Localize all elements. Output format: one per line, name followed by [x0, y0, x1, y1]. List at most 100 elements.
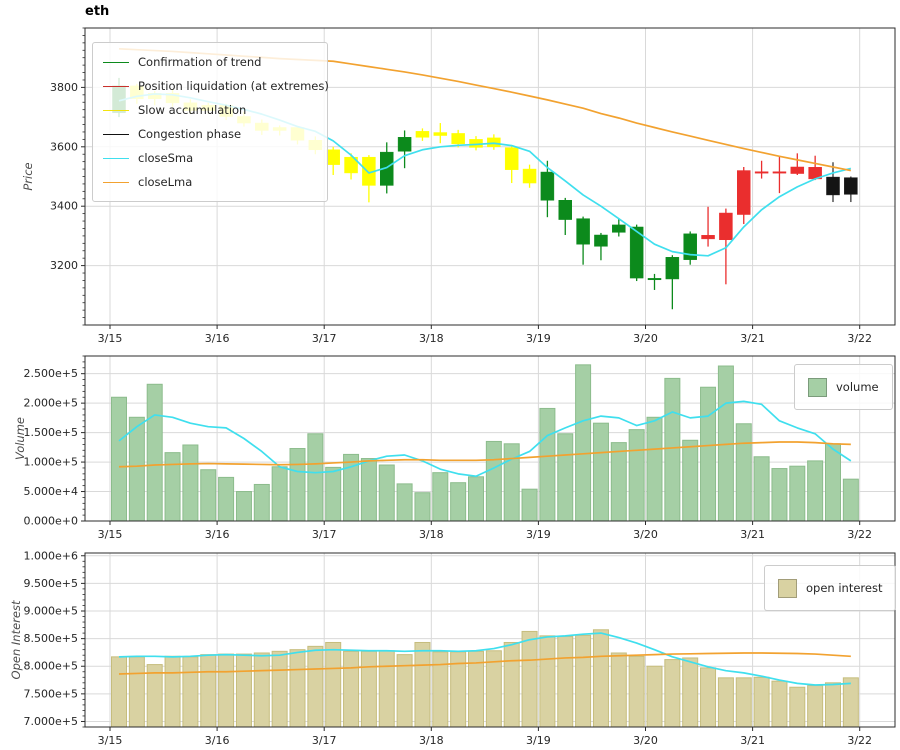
volume-bar [432, 472, 449, 522]
legend-label: closeSma [138, 151, 194, 165]
candle-body-accumulation [326, 149, 340, 165]
legend-label: open interest [806, 581, 883, 595]
candle-body-liquidation [772, 171, 787, 174]
volume-bar [503, 443, 520, 522]
volume-bar [414, 492, 431, 522]
candle-body-trend [576, 218, 590, 245]
open_interest-bar [360, 650, 377, 728]
candle-body-congestion [826, 176, 840, 196]
volume-bar [628, 429, 645, 522]
x-tick-label: 3/15 [98, 528, 123, 541]
x-tick-label: 3/16 [205, 528, 230, 541]
open_interest-bar [771, 680, 788, 728]
open_interest-bar [735, 677, 752, 728]
x-tick-label: 3/16 [205, 734, 230, 747]
volumeSma-line [118, 400, 852, 478]
candle-body-accumulation [487, 137, 501, 148]
open_interest-bar [235, 653, 252, 728]
x-tick-label: 3/21 [740, 734, 765, 747]
chart-title: eth [85, 4, 110, 19]
volume-bar [325, 466, 342, 522]
volume-bar [450, 482, 467, 522]
legend-label: closeLma [138, 175, 193, 189]
volume-bar [468, 476, 484, 522]
volume-bar [575, 364, 592, 522]
candle-body-liquidation [790, 166, 805, 174]
candle-body-liquidation [701, 235, 715, 240]
open_interest-bar [717, 677, 734, 728]
open_interest-bar [414, 641, 431, 728]
legend-item: Slow accumulation [103, 98, 317, 122]
volume-bar [182, 444, 199, 522]
open_interest-bar [753, 676, 770, 728]
volume-bar [682, 439, 699, 522]
volume-bar [789, 465, 806, 522]
volume-bar [218, 476, 235, 522]
volume-bar [128, 416, 145, 522]
x-tick-label: 3/15 [98, 734, 123, 747]
y-tick-label: 3600 [50, 140, 78, 153]
candle-body-liquidation [719, 212, 733, 241]
x-tick-label: 3/18 [419, 332, 444, 345]
open_interest-bar [521, 630, 538, 728]
open_interest-bar [164, 655, 181, 728]
open_interest-bar [289, 649, 306, 728]
candle-body-accumulation [433, 132, 448, 136]
open_interest-bar [789, 686, 806, 728]
legend-swatch-icon [103, 133, 129, 135]
legend-label: Position liquidation (at extremes) [138, 79, 329, 93]
open_interest-bar [432, 651, 449, 728]
candle-body-trend [397, 137, 412, 152]
x-tick-label: 3/21 [740, 332, 765, 345]
open_interest-bar [700, 667, 717, 728]
legend-item: Confirmation of trend [103, 50, 317, 74]
open_interest-bar [325, 641, 342, 728]
open_interest-bar [664, 659, 681, 728]
volume-bar [557, 433, 574, 522]
candle-body-accumulation [451, 133, 465, 145]
volume-legend: volume [794, 364, 893, 410]
y-tick-label: 0.000e+0 [24, 515, 78, 528]
open_interest-plot-border [84, 552, 896, 728]
volume-bar [396, 483, 413, 522]
volume-bar [842, 478, 859, 522]
legend-item: closeLma [103, 170, 317, 194]
open_interest-bar [646, 665, 663, 728]
x-tick-label: 3/17 [312, 734, 337, 747]
open_interest-axis-title: Open Interest [9, 600, 23, 679]
x-tick-label: 3/20 [633, 332, 658, 345]
volume-bar [807, 460, 824, 522]
volume-bar [200, 469, 217, 522]
legend-swatch-icon [103, 157, 129, 159]
legend-swatch-icon [103, 109, 129, 111]
volumeLma-line [118, 441, 851, 468]
volume-bar [485, 440, 502, 522]
volume-bar [539, 407, 556, 522]
price-legend: Confirmation of trend Position liquidatio… [92, 42, 329, 202]
open_interest-bar [343, 650, 360, 728]
candle-body-accumulation [504, 147, 519, 170]
legend-item: volume [808, 375, 879, 399]
candle-body-trend [629, 226, 644, 279]
legend-swatch-icon [778, 578, 797, 598]
open_interest-bar [271, 650, 288, 728]
legend-item: Congestion phase [103, 122, 317, 146]
volume-bar [592, 422, 609, 522]
volume-bar [289, 448, 306, 522]
y-tick-label: 9.000e+5 [24, 605, 78, 618]
oiLma-line [118, 652, 851, 675]
x-tick-label: 3/18 [419, 528, 444, 541]
x-tick-label: 3/19 [526, 528, 551, 541]
open_interest-bar [503, 641, 520, 728]
x-tick-label: 3/22 [847, 528, 872, 541]
y-tick-label: 1.000e+6 [24, 549, 78, 562]
open_interest-bar [253, 652, 270, 728]
y-tick-label: 3400 [50, 200, 78, 213]
open_interest-bar [307, 645, 324, 728]
legend-label: volume [836, 380, 879, 394]
candle-body-trend [612, 224, 626, 233]
candle-body-trend [665, 257, 680, 280]
y-tick-label: 3200 [50, 259, 78, 272]
x-tick-label: 3/18 [419, 734, 444, 747]
x-tick-label: 3/21 [740, 528, 765, 541]
